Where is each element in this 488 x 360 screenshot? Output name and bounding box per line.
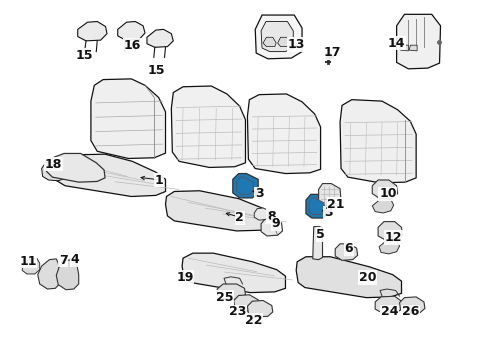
- Polygon shape: [263, 37, 276, 46]
- Polygon shape: [378, 240, 399, 254]
- Polygon shape: [334, 244, 357, 260]
- Text: 5: 5: [316, 228, 325, 241]
- Polygon shape: [182, 253, 285, 293]
- Text: 22: 22: [244, 314, 262, 327]
- Polygon shape: [171, 86, 245, 167]
- Polygon shape: [374, 296, 402, 314]
- Text: 3: 3: [254, 187, 263, 200]
- Text: 12: 12: [384, 231, 402, 244]
- Polygon shape: [400, 45, 407, 51]
- Polygon shape: [236, 177, 253, 194]
- Text: 1: 1: [155, 174, 163, 186]
- Text: 21: 21: [327, 198, 344, 211]
- Text: 7: 7: [59, 254, 67, 267]
- Polygon shape: [296, 257, 401, 298]
- Polygon shape: [318, 184, 340, 207]
- Polygon shape: [399, 297, 424, 314]
- Text: 11: 11: [19, 255, 37, 267]
- Polygon shape: [261, 22, 293, 51]
- Polygon shape: [255, 15, 302, 59]
- Text: 13: 13: [287, 38, 304, 51]
- Text: 10: 10: [378, 187, 396, 200]
- Polygon shape: [308, 198, 324, 215]
- Polygon shape: [233, 295, 259, 311]
- Text: 23: 23: [228, 306, 246, 319]
- Text: 8: 8: [266, 210, 275, 223]
- Polygon shape: [22, 258, 40, 274]
- Polygon shape: [147, 30, 173, 47]
- Text: 15: 15: [76, 49, 93, 62]
- Polygon shape: [254, 208, 268, 220]
- Polygon shape: [396, 37, 401, 43]
- Text: 15: 15: [148, 64, 165, 77]
- Polygon shape: [261, 218, 282, 236]
- Polygon shape: [55, 154, 165, 197]
- Polygon shape: [91, 79, 165, 158]
- Polygon shape: [247, 94, 320, 174]
- Text: 2: 2: [235, 211, 244, 224]
- Text: 9: 9: [271, 217, 280, 230]
- Text: 20: 20: [358, 271, 375, 284]
- Text: 24: 24: [380, 306, 398, 319]
- Text: 3: 3: [324, 207, 332, 220]
- Polygon shape: [339, 100, 415, 183]
- Polygon shape: [396, 14, 440, 69]
- Polygon shape: [408, 45, 416, 51]
- Polygon shape: [312, 226, 322, 260]
- Text: 18: 18: [44, 158, 62, 171]
- Text: 17: 17: [323, 46, 340, 59]
- Polygon shape: [165, 191, 271, 231]
- Polygon shape: [377, 222, 402, 240]
- Polygon shape: [371, 180, 397, 199]
- Text: 4: 4: [70, 253, 79, 266]
- Polygon shape: [217, 284, 245, 300]
- Polygon shape: [38, 259, 60, 289]
- Polygon shape: [371, 199, 393, 213]
- Text: 25: 25: [216, 291, 233, 304]
- Polygon shape: [118, 22, 145, 40]
- Text: 16: 16: [123, 39, 141, 52]
- Text: 19: 19: [176, 271, 193, 284]
- Polygon shape: [46, 153, 105, 182]
- Polygon shape: [247, 301, 272, 317]
- Polygon shape: [277, 37, 290, 46]
- Text: 26: 26: [401, 306, 418, 319]
- Text: 14: 14: [387, 36, 405, 50]
- Text: 6: 6: [344, 242, 352, 255]
- Polygon shape: [41, 160, 65, 181]
- Polygon shape: [305, 194, 328, 218]
- Polygon shape: [78, 22, 107, 41]
- Polygon shape: [232, 174, 258, 198]
- Polygon shape: [56, 260, 79, 290]
